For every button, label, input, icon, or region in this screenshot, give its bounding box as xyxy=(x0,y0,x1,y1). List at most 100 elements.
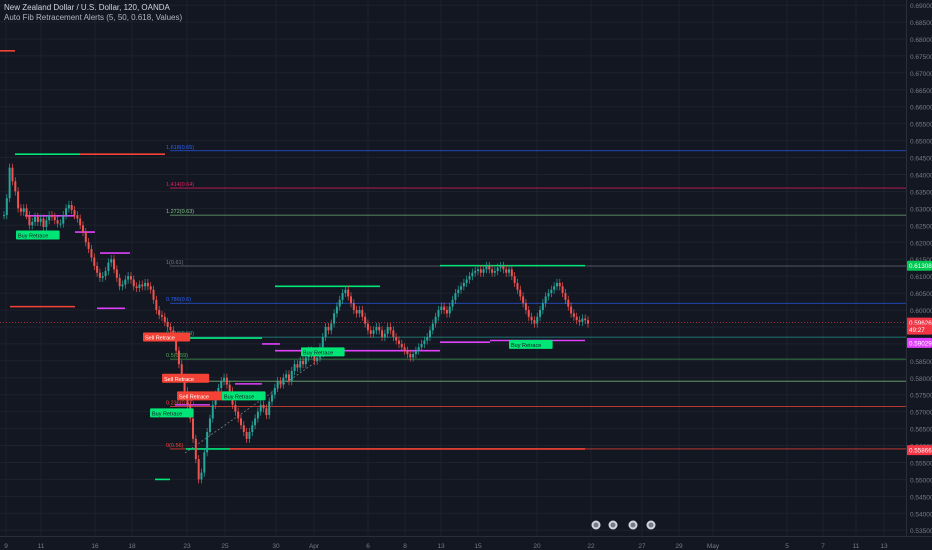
price-tick-label: 0.63500 xyxy=(910,189,932,196)
candle-body xyxy=(499,265,502,268)
fib-level-label: 0.786(0.6) xyxy=(166,297,191,303)
candle-body xyxy=(211,404,214,419)
time-tick-label: 18 xyxy=(128,543,136,550)
candle-body xyxy=(335,306,338,314)
candle-body xyxy=(237,411,240,419)
fib-level-label: 0.5(0.59) xyxy=(166,353,188,359)
candle-body xyxy=(121,284,124,287)
time-axis[interactable]: 9 11 16 18 23 25 30 Apr 6 8 13 15 20 22 27 29 May 5 7 11 13 xyxy=(4,543,888,550)
candle-body xyxy=(45,220,48,228)
candle-body xyxy=(474,271,477,273)
candle-body xyxy=(138,284,141,288)
candle-body xyxy=(259,404,262,412)
candle-body xyxy=(206,431,209,453)
candle-body xyxy=(527,310,530,317)
candle-body xyxy=(203,452,206,473)
candle-body xyxy=(392,330,395,338)
candle-body xyxy=(36,216,39,222)
candle-body xyxy=(287,374,290,382)
signal-badge xyxy=(222,391,266,401)
candle-body xyxy=(513,276,516,283)
price-tick-label: 0.57500 xyxy=(910,393,932,400)
candle-body xyxy=(166,321,169,327)
signal-label: Sell Retrace xyxy=(145,335,175,341)
candle-body xyxy=(262,404,265,409)
candle-body xyxy=(485,265,488,270)
event-flag-icon-center xyxy=(593,522,599,528)
time-tick-label: 22 xyxy=(587,543,595,550)
candle-body xyxy=(104,271,107,277)
price-tick-label: 0.58500 xyxy=(910,359,932,366)
candle-body xyxy=(567,299,570,307)
candle-body xyxy=(448,306,451,314)
time-tick-label: 6 xyxy=(366,543,370,550)
candle-body xyxy=(101,276,104,278)
candle-body xyxy=(273,387,276,395)
candle-body xyxy=(183,377,186,392)
time-tick-label: 7 xyxy=(821,543,825,550)
time-tick-label: 13 xyxy=(880,543,888,550)
candle-body xyxy=(175,337,178,351)
time-tick-label: 9 xyxy=(4,543,8,550)
candle-body xyxy=(67,204,70,209)
candle-body xyxy=(530,316,533,321)
candle-body xyxy=(412,354,415,358)
candle-body xyxy=(468,276,471,280)
candle-body xyxy=(366,323,369,331)
candle-body xyxy=(510,269,513,277)
time-tick-label: 27 xyxy=(638,543,646,550)
price-tick-label: 0.53500 xyxy=(910,528,932,535)
candle-body xyxy=(544,296,547,304)
candle-body xyxy=(177,350,180,365)
price-tag-label: 49:27 xyxy=(909,327,925,334)
candle-body xyxy=(129,276,132,280)
candle-body xyxy=(98,272,101,278)
price-tick-label: 0.65000 xyxy=(910,139,932,146)
price-tick-label: 0.66500 xyxy=(910,88,932,95)
candle-body xyxy=(248,431,251,439)
fib-trend-line xyxy=(184,350,333,454)
candle-body xyxy=(361,310,364,317)
candle-body xyxy=(118,277,121,287)
candle-body xyxy=(550,289,553,294)
time-tick-label: 8 xyxy=(403,543,407,550)
candle-body xyxy=(324,326,327,338)
fib-level-label: 1.272(0.63) xyxy=(166,209,194,215)
candle-body xyxy=(56,220,59,224)
price-tag-label: 0.59626 xyxy=(909,320,932,327)
candle-body xyxy=(245,431,248,439)
time-tick-label: 20 xyxy=(533,543,541,550)
candle-body xyxy=(220,381,223,388)
candle-body xyxy=(34,216,37,222)
symbol-title[interactable]: New Zealand Dollar / U.S. Dollar, 120, O… xyxy=(4,3,170,12)
time-tick-label: 16 xyxy=(91,543,99,550)
price-tick-label: 0.64500 xyxy=(910,156,932,163)
price-tick-label: 0.63000 xyxy=(910,206,932,213)
candle-body xyxy=(465,279,468,283)
indicator-title[interactable]: Auto Fib Retracement Alerts (5, 50, 0.61… xyxy=(4,13,183,22)
price-tick-label: 0.65500 xyxy=(910,122,932,129)
candle-body xyxy=(304,357,307,365)
fib-level-label: 1.618(0.65) xyxy=(166,145,194,151)
candle-body xyxy=(344,289,347,294)
candle-body xyxy=(31,221,34,226)
candle-body xyxy=(265,408,268,416)
price-tick-label: 0.67000 xyxy=(910,71,932,78)
candle-body xyxy=(22,208,25,212)
time-tick-label: 29 xyxy=(675,543,683,550)
candle-body xyxy=(132,279,135,287)
candle-body xyxy=(155,299,158,311)
candle-body xyxy=(555,282,558,287)
time-tick-label: 11 xyxy=(853,543,860,550)
candle-body xyxy=(152,289,155,300)
candle-body xyxy=(115,269,118,278)
candle-body xyxy=(282,377,285,385)
candle-body xyxy=(271,394,274,402)
candle-body xyxy=(48,215,51,221)
candles xyxy=(3,163,589,484)
candle-body xyxy=(445,310,448,314)
candle-body xyxy=(169,326,172,331)
candle-body xyxy=(223,377,226,382)
